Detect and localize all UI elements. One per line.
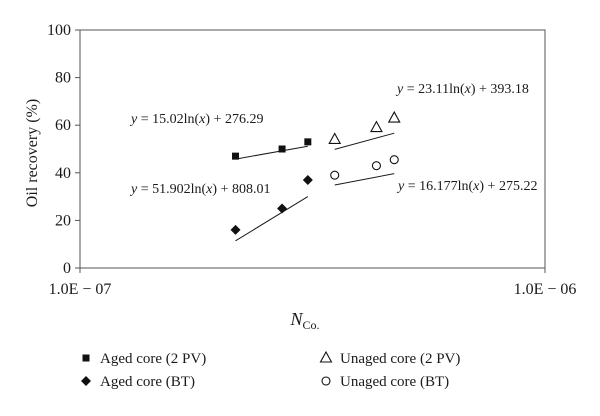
legend-item: Aged core (2 PV) [82,351,206,367]
y-tick-label: 40 [55,165,71,182]
x-tick-label: 1.0E − 07 [49,281,112,298]
legend-marker [319,350,333,363]
data-point [328,132,342,145]
legend-marker [321,376,331,386]
data-point [278,145,286,153]
y-tick-label: 0 [63,260,71,277]
legend-label: Unaged core (2 PV) [340,351,460,367]
data-point [232,152,240,160]
x-axis-title-main: N [289,309,303,329]
data-point [277,203,288,214]
legend-label: Aged core (BT) [100,374,195,390]
data-point [330,170,340,180]
data-markers [230,110,401,235]
trendline-1 [235,145,308,160]
plot-frame [79,29,546,269]
data-point [302,174,313,185]
x-axis-title-sub: Co. [303,318,320,332]
data-point [304,138,312,146]
axes: 0 20 40 60 80 100 1.0E − 07 1.0E − 06 [47,22,576,298]
y-tick-label: 100 [47,22,71,39]
data-point [387,110,401,123]
y-tick-label: 60 [55,117,71,134]
legend-item: Aged core (BT) [81,374,195,390]
legend-label: Aged core (2 PV) [100,351,206,367]
trendline-equations: y = 15.02ln(x) + 276.29 y = 51.902ln(x) +… [129,82,537,197]
legend-marker [81,376,91,386]
data-point [371,161,381,171]
trendline-equation: y = 15.02ln(x) + 276.29 [129,112,263,127]
x-axis-title: NCo. [289,309,319,332]
data-point [370,120,383,133]
x-tick-label: 1.0E − 06 [514,281,577,298]
y-tick-label: 20 [55,212,71,229]
y-tick-label: 80 [55,70,71,87]
trendline-equation: y = 51.902ln(x) + 808.01 [129,182,270,197]
trendline-2 [235,196,309,242]
plot-area [79,29,546,269]
legend-item: Unaged core (BT) [321,374,449,390]
trendlines [235,132,395,242]
legend: Aged core (2 PV) Aged core (BT) Unaged cor… [81,350,460,390]
trendline-equation: y = 16.177ln(x) + 275.22 [396,179,537,194]
legend-marker [82,354,90,362]
y-axis-title: Oil recovery (%) [24,99,41,207]
legend-item: Unaged core (2 PV) [319,350,460,367]
legend-label: Unaged core (BT) [340,374,449,390]
data-point [389,155,399,165]
trendline-3 [334,132,395,150]
data-point [230,224,241,235]
trendline-4 [334,173,395,186]
trendline-equation: y = 23.11ln(x) + 393.18 [395,82,529,97]
